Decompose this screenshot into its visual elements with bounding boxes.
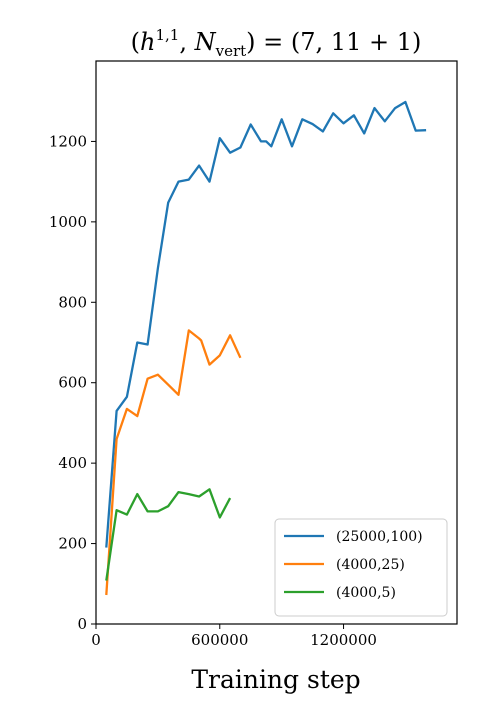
legend-label-1: (4000,25) — [336, 557, 405, 573]
series-line-0 — [105, 100, 427, 548]
y-axis: 0 200 400 600 800 1000 1200 — [49, 132, 96, 633]
legend-label-0: (25000,100) — [336, 529, 423, 545]
series-line-2 — [105, 488, 232, 581]
x-axis: 0 600000 1200000 — [91, 624, 377, 649]
y-tick-label: 200 — [58, 535, 87, 553]
x-tick-label: 600000 — [191, 631, 248, 649]
y-tick-label: 600 — [58, 374, 87, 392]
series-line-1 — [105, 329, 242, 596]
y-tick-label: 1000 — [49, 213, 87, 231]
y-tick-label: 1200 — [49, 132, 87, 150]
plot-frame — [95, 60, 458, 625]
y-tick-label: 0 — [77, 615, 87, 633]
x-tick-label: 0 — [91, 631, 101, 649]
y-tick-label: 400 — [58, 454, 87, 472]
legend: (25000,100) (4000,25) (4000,5) — [274, 518, 448, 617]
y-tick-label: 800 — [58, 293, 87, 311]
legend-label-2: (4000,5) — [336, 585, 396, 601]
series-lines — [105, 100, 427, 596]
chart-title: (h1,1, Nvert) = (7, 11 + 1) — [131, 26, 422, 60]
x-axis-label: Training step — [191, 665, 360, 694]
x-tick-label: 1200000 — [310, 631, 377, 649]
